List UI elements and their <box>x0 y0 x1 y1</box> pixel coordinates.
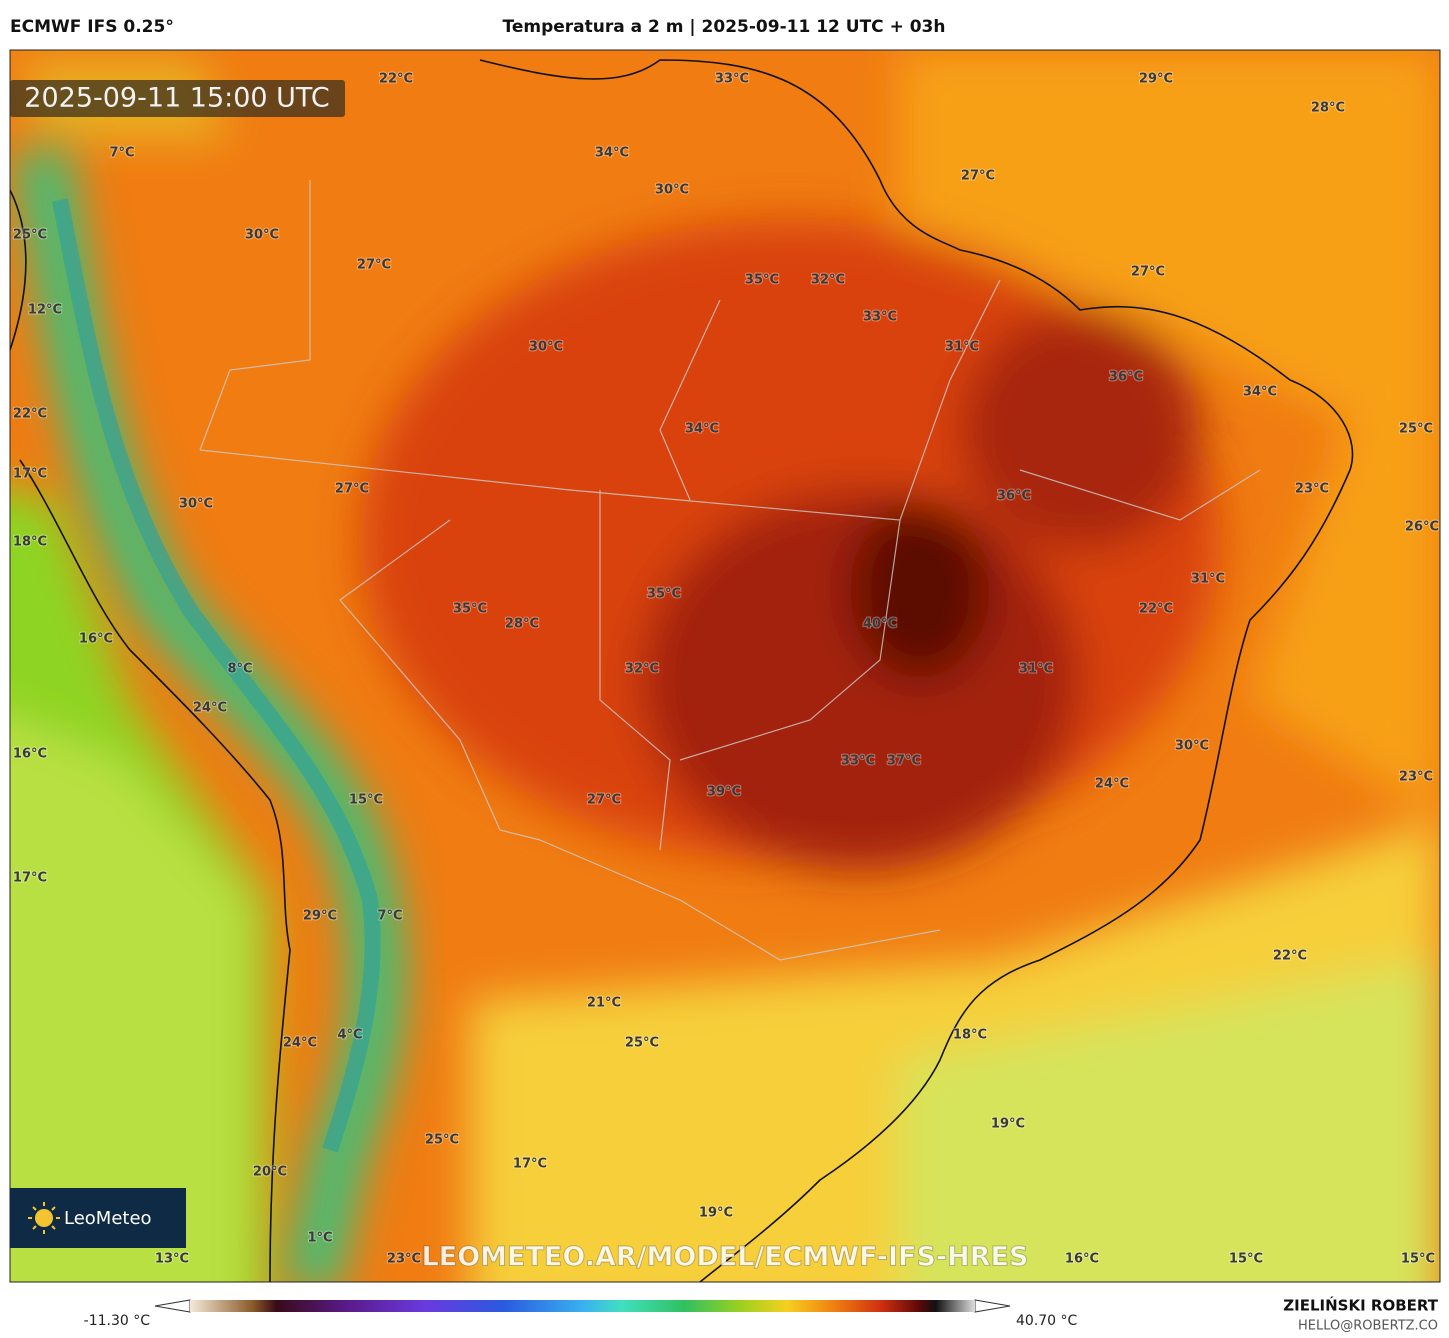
temperature-label: 17°C <box>513 1157 547 1172</box>
temperature-label: 27°C <box>961 169 995 184</box>
temperature-label: 30°C <box>179 497 213 512</box>
temperature-label: 24°C <box>283 1036 317 1051</box>
temperature-label: 30°C <box>655 183 689 198</box>
temperature-label: 16°C <box>79 632 113 647</box>
timestamp: 2025-09-11 15:00 UTC <box>24 83 329 114</box>
temperature-label: 19°C <box>991 1117 1025 1132</box>
logo-sun <box>35 1209 53 1227</box>
temperature-label: 35°C <box>647 587 681 602</box>
temperature-label: 31°C <box>1019 662 1053 677</box>
logo-rays <box>28 1202 60 1234</box>
temperature-label: 33°C <box>841 754 875 769</box>
temperature-label: 30°C <box>245 228 279 243</box>
temperature-label: 17°C <box>13 467 47 482</box>
map-frame <box>9 49 1441 1283</box>
temperature-label: 19°C <box>699 1206 733 1221</box>
temperature-label: 33°C <box>715 72 749 87</box>
temperature-label: 16°C <box>1065 1252 1099 1267</box>
temperature-label: 25°C <box>1399 422 1433 437</box>
temperature-label: 26°C <box>1405 520 1439 535</box>
temperature-labels: 22°C 33°C 29°C 28°C 34°C 30°C 27°C 7°C 30°C 25°C 2… <box>12 71 1440 1268</box>
temperature-label: 29°C <box>1139 72 1173 87</box>
temperature-label: 23°C <box>1295 482 1329 497</box>
temperature-label: 39°C <box>707 785 741 800</box>
temperature-label: 20°C <box>253 1165 287 1180</box>
borders <box>199 180 1261 961</box>
temperature-label: 30°C <box>1175 739 1209 754</box>
colorbar <box>154 1299 1011 1313</box>
temperature-label: 34°C <box>685 422 719 437</box>
temperature-label: 22°C <box>1139 602 1173 617</box>
temperature-label: 32°C <box>811 273 845 288</box>
temperature-label: 27°C <box>1131 265 1165 280</box>
temperature-label: 37°C <box>887 754 921 769</box>
colorbar-gradient <box>190 1300 975 1312</box>
colorbar-max-arrow <box>974 1299 1011 1313</box>
temperature-label: 21°C <box>587 996 621 1011</box>
email: HELLO@ROBERTZ.CO <box>1298 1319 1438 1334</box>
colorbar-min-arrow <box>154 1299 191 1313</box>
temperature-label: 25°C <box>625 1036 659 1051</box>
temperature-label: 27°C <box>357 258 391 273</box>
temperature-label: 13°C <box>155 1252 189 1267</box>
temperature-label: 28°C <box>505 617 539 632</box>
temperature-label: 30°C <box>529 340 563 355</box>
temperature-label: 22°C <box>379 72 413 87</box>
temperature-label: 31°C <box>945 340 979 355</box>
temperature-label: 34°C <box>1243 385 1277 400</box>
temperature-label: 22°C <box>13 407 47 422</box>
temperature-label: 15°C <box>1229 1252 1263 1267</box>
temperature-label: 35°C <box>453 602 487 617</box>
map-title: Temperatura a 2 m | 2025-09-11 12 UTC + … <box>503 17 946 37</box>
temperature-label: 18°C <box>953 1028 987 1043</box>
temperature-label: 40°C <box>863 617 897 632</box>
temperature-label: 29°C <box>303 909 337 924</box>
temperature-label: 25°C <box>13 228 47 243</box>
temperature-label: 7°C <box>377 909 402 924</box>
temperature-label: 24°C <box>1095 777 1129 792</box>
temperature-label: 22°C <box>1273 949 1307 964</box>
author: ZIELIŃSKI ROBERT <box>1283 1296 1438 1315</box>
logo-text: LeoMeteo <box>64 1208 152 1229</box>
temperature-label: 15°C <box>349 793 383 808</box>
map-background <box>10 50 1440 1282</box>
model-name: ECMWF IFS 0.25° <box>10 17 174 37</box>
colorbar-min-label: -11.30 °C <box>84 1313 151 1329</box>
temperature-label: 16°C <box>13 747 47 762</box>
temperature-label: 15°C <box>1401 1252 1435 1267</box>
timestamp-box <box>10 80 345 117</box>
temperature-label: 36°C <box>1109 370 1143 385</box>
temperature-label: 25°C <box>425 1133 459 1148</box>
temperature-label: 32°C <box>625 662 659 677</box>
watermark: LEOMETEO.AR/MODEL/ECMWF-IFS-HRES <box>422 1242 1029 1273</box>
temperature-label: 4°C <box>337 1028 362 1043</box>
temperature-label: 27°C <box>335 482 369 497</box>
temperature-label: 24°C <box>193 701 227 716</box>
temperature-label: 23°C <box>1399 770 1433 785</box>
temperature-label: 17°C <box>13 871 47 886</box>
temperature-label: 28°C <box>1311 101 1345 116</box>
coastlines <box>10 59 1354 1282</box>
temperature-label: 27°C <box>587 793 621 808</box>
colorbar-max-label: 40.70 °C <box>1016 1313 1078 1329</box>
temperature-label: 33°C <box>863 310 897 325</box>
temperature-label: 23°C <box>387 1252 421 1267</box>
temperature-label: 1°C <box>307 1231 332 1246</box>
temperature-label: 35°C <box>745 273 779 288</box>
temperature-label: 12°C <box>28 303 62 318</box>
temperature-label: 31°C <box>1191 572 1225 587</box>
temperature-label: 7°C <box>109 146 134 161</box>
temperature-label: 34°C <box>595 146 629 161</box>
temperature-label: 18°C <box>13 535 47 550</box>
temperature-label: 8°C <box>227 662 252 677</box>
temperature-label: 36°C <box>997 489 1031 504</box>
